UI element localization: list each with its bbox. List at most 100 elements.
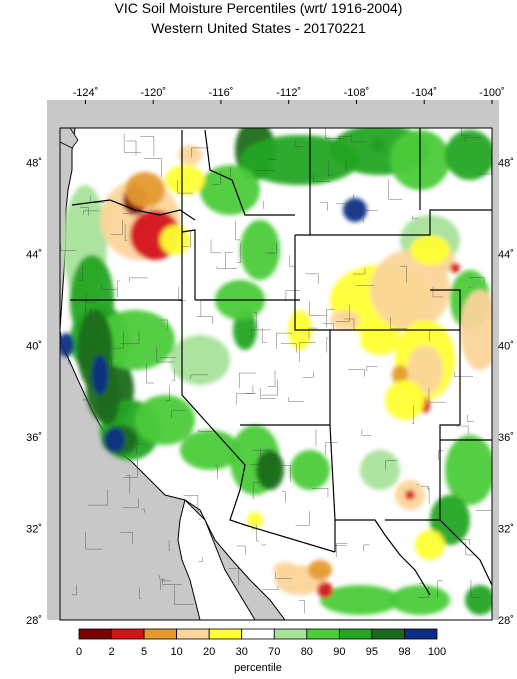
county-line xyxy=(352,208,355,210)
lat-tick-label-left: 48˚ xyxy=(26,157,42,169)
plot-border xyxy=(59,127,493,621)
county-line xyxy=(311,488,329,498)
county-line xyxy=(80,207,89,216)
lon-tick-label: -116˚ xyxy=(209,87,234,99)
county-line xyxy=(362,210,378,223)
colorbar-swatch xyxy=(208,628,243,640)
county-line xyxy=(400,265,407,283)
county-line xyxy=(366,366,378,372)
map-subtitle: Western United States - 20170221 xyxy=(151,20,366,36)
colorbar-break-label: 80 xyxy=(301,646,313,658)
county-line xyxy=(305,273,319,284)
county-line xyxy=(265,243,277,254)
county-line xyxy=(110,220,123,235)
county-line xyxy=(126,140,137,156)
colorbar-break-label: 5 xyxy=(141,646,147,658)
county-line xyxy=(459,539,470,545)
county-line xyxy=(199,518,202,520)
county-line xyxy=(254,170,275,173)
county-line xyxy=(276,332,292,350)
county-line xyxy=(363,544,370,552)
lon-tick-label: -124˚ xyxy=(73,87,99,99)
county-line xyxy=(454,372,473,377)
county-line xyxy=(235,221,241,241)
county-line xyxy=(113,330,124,349)
moisture-region xyxy=(165,165,205,195)
county-line xyxy=(140,136,155,157)
moisture-region xyxy=(105,428,125,452)
county-line xyxy=(122,498,139,509)
lat-tick-label-left: 32˚ xyxy=(26,523,42,535)
county-line xyxy=(85,531,103,550)
lat-tick-label-left: 40˚ xyxy=(26,340,42,352)
county-line xyxy=(350,134,366,143)
county-line xyxy=(468,277,485,285)
colorbar-break-label: 95 xyxy=(366,646,378,658)
county-line xyxy=(308,327,318,340)
county-line xyxy=(171,409,187,419)
county-line xyxy=(212,171,221,185)
county-line xyxy=(85,294,97,303)
county-line xyxy=(461,128,469,137)
county-line xyxy=(260,388,276,399)
county-line xyxy=(326,337,329,353)
moisture-region xyxy=(390,585,450,615)
county-line xyxy=(325,128,345,139)
county-line xyxy=(165,385,170,402)
county-line xyxy=(437,580,443,599)
lat-tick-label-right: 40˚ xyxy=(498,340,514,352)
moisture-region xyxy=(407,345,443,395)
moisture-region xyxy=(445,435,492,505)
county-line xyxy=(196,316,214,325)
county-line xyxy=(68,344,71,365)
lat-tick-label-right: 28˚ xyxy=(498,615,514,627)
colorbar-break-label: 98 xyxy=(398,646,410,658)
county-line xyxy=(262,328,268,343)
moisture-region xyxy=(135,395,195,445)
county-line xyxy=(295,511,310,526)
moisture-region xyxy=(247,512,263,528)
county-line xyxy=(183,495,199,515)
county-line xyxy=(236,393,257,405)
county-line xyxy=(478,156,492,175)
county-line xyxy=(280,343,297,353)
county-line xyxy=(289,255,296,267)
colorbar-break-label: 0 xyxy=(76,646,82,658)
county-line xyxy=(309,301,327,316)
county-line xyxy=(123,133,141,153)
lat-tick-label-left: 28˚ xyxy=(26,615,42,627)
county-line xyxy=(313,173,331,182)
moisture-region xyxy=(360,450,400,490)
county-line xyxy=(343,318,355,331)
county-line xyxy=(146,363,155,384)
county-line xyxy=(78,263,83,281)
moisture-region xyxy=(92,355,108,395)
moisture-region xyxy=(465,585,492,615)
colorbar-swatch xyxy=(111,628,145,640)
colorbar: 0 2 5 10 20 30 70 80 90 95 98 100 xyxy=(76,628,446,658)
county-line xyxy=(328,159,333,176)
county-line xyxy=(426,487,430,505)
county-line xyxy=(299,342,317,362)
colorbar-break-label: 70 xyxy=(268,646,280,658)
moisture-region xyxy=(160,225,190,255)
county-line xyxy=(275,572,292,579)
moisture-region xyxy=(60,333,74,357)
colorbar-swatch xyxy=(78,628,112,640)
moisture-region xyxy=(256,450,284,490)
county-line xyxy=(250,447,261,465)
county-line xyxy=(456,425,469,435)
county-line xyxy=(198,557,203,562)
county-line xyxy=(335,203,353,206)
county-line xyxy=(174,585,194,605)
county-line xyxy=(237,242,242,263)
county-line xyxy=(239,372,257,389)
county-line xyxy=(90,308,92,329)
county-line xyxy=(320,202,328,211)
county-line xyxy=(385,460,398,470)
county-line xyxy=(353,267,366,275)
county-line xyxy=(254,312,257,329)
county-line xyxy=(178,287,186,301)
county-line xyxy=(246,384,254,394)
axis-ticks: -124˚ -120˚ -116˚ -112˚ -108˚ -104˚ -100˚ 48˚ 48… xyxy=(26,87,514,627)
